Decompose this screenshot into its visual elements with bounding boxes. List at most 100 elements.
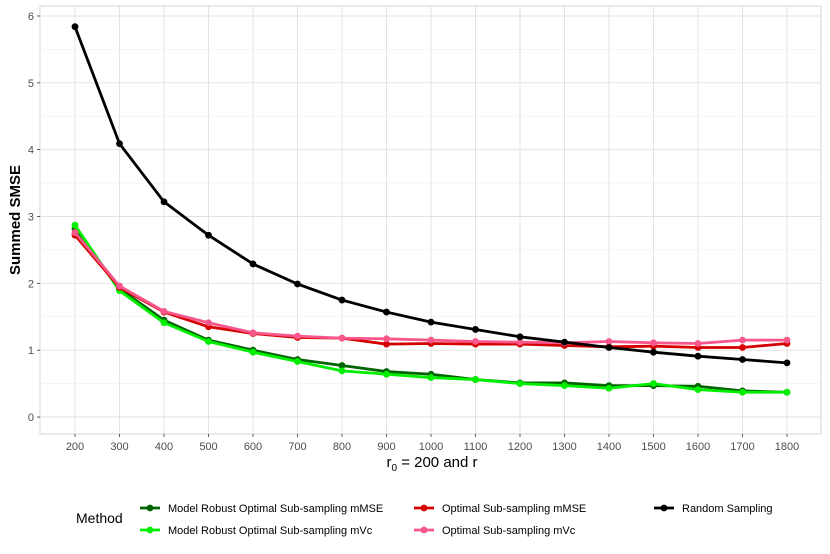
legend-title: Method bbox=[76, 510, 123, 526]
x-tick-label: 1600 bbox=[686, 441, 710, 453]
data-point bbox=[71, 221, 79, 229]
legend-key-point bbox=[420, 504, 428, 512]
panel-background bbox=[39, 5, 822, 435]
x-tick-label: 700 bbox=[288, 441, 306, 453]
legend-label: Optimal Sub-sampling mMSE bbox=[442, 503, 586, 515]
data-point bbox=[205, 319, 212, 327]
data-point bbox=[427, 318, 435, 326]
data-point bbox=[383, 340, 390, 348]
data-point bbox=[694, 386, 702, 393]
data-point bbox=[383, 370, 390, 378]
y-tick-label: 3 bbox=[28, 212, 34, 224]
x-tick-label: 1400 bbox=[597, 441, 621, 453]
y-tick-label: 4 bbox=[28, 145, 34, 157]
y-tick-label: 5 bbox=[28, 78, 34, 90]
data-point bbox=[694, 352, 702, 360]
x-axis-ticks: 200 300 400 500 600 700 800 900 1000 1100 1200 1300… bbox=[66, 434, 799, 453]
data-point bbox=[116, 140, 123, 148]
data-point bbox=[249, 348, 257, 356]
data-point bbox=[650, 339, 657, 347]
y-axis-ticks: 0 1 2 3 4 5 6 bbox=[28, 11, 40, 424]
data-point bbox=[427, 336, 435, 344]
x-tick-label: 1300 bbox=[552, 441, 576, 453]
legend-label: Model Robust Optimal Sub-sampling mMSE bbox=[168, 503, 383, 515]
x-tick-label: 1500 bbox=[641, 441, 665, 453]
data-point bbox=[472, 376, 479, 383]
x-tick-label: 1100 bbox=[464, 441, 488, 453]
legend-key-point bbox=[420, 526, 428, 534]
data-point bbox=[605, 338, 613, 345]
legend-label: Random Sampling bbox=[682, 503, 773, 515]
data-point bbox=[338, 296, 346, 304]
legend-item: Random Sampling bbox=[654, 503, 773, 515]
data-point bbox=[694, 340, 702, 347]
legend-item: Model Robust Optimal Sub-sampling mVc bbox=[140, 525, 373, 537]
data-point bbox=[71, 23, 79, 31]
y-tick-label: 6 bbox=[28, 11, 34, 23]
x-axis-title-main: r bbox=[386, 454, 391, 471]
x-tick-label: 500 bbox=[199, 441, 217, 453]
x-tick-label: 1000 bbox=[419, 441, 443, 453]
x-axis-title-rest: = 200 and r bbox=[397, 454, 477, 471]
x-tick-label: 200 bbox=[66, 441, 84, 453]
data-point bbox=[116, 282, 123, 290]
data-point bbox=[739, 388, 746, 396]
x-axis-title-subscript: 0 bbox=[391, 463, 397, 474]
legend-item: Optimal Sub-sampling mVc bbox=[414, 525, 576, 537]
data-point bbox=[650, 380, 657, 387]
x-axis-title: r0 = 200 and r bbox=[386, 454, 477, 474]
legend-label: Model Robust Optimal Sub-sampling mVc bbox=[168, 525, 373, 537]
x-tick-label: 400 bbox=[155, 441, 173, 453]
data-point bbox=[205, 231, 212, 239]
data-point bbox=[605, 384, 613, 392]
x-tick-label: 300 bbox=[110, 441, 128, 453]
data-point bbox=[605, 344, 613, 351]
series-layer bbox=[71, 23, 791, 396]
y-tick-label: 2 bbox=[28, 278, 34, 290]
legend-item: Model Robust Optimal Sub-sampling mMSE bbox=[140, 503, 383, 515]
data-point bbox=[783, 388, 791, 396]
data-point bbox=[516, 338, 524, 346]
data-point bbox=[249, 329, 257, 337]
data-point bbox=[383, 335, 390, 343]
data-point bbox=[160, 198, 168, 206]
data-point bbox=[516, 333, 524, 341]
data-point bbox=[160, 319, 168, 327]
grid-lines bbox=[40, 6, 821, 434]
data-point bbox=[338, 334, 346, 342]
x-tick-label: 600 bbox=[244, 441, 262, 453]
data-point bbox=[472, 338, 479, 345]
data-point bbox=[205, 338, 212, 345]
y-tick-label: 0 bbox=[28, 412, 34, 424]
data-point bbox=[338, 362, 346, 369]
data-point bbox=[383, 308, 390, 316]
x-tick-label: 1200 bbox=[508, 441, 532, 453]
data-point bbox=[783, 336, 791, 344]
data-point bbox=[783, 359, 791, 367]
data-point bbox=[472, 326, 479, 333]
legend-key-point bbox=[146, 526, 154, 534]
data-point bbox=[561, 338, 568, 346]
data-point bbox=[249, 260, 257, 268]
x-tick-label: 1700 bbox=[730, 441, 754, 453]
data-point bbox=[294, 358, 301, 365]
data-point bbox=[561, 382, 568, 389]
x-tick-label: 900 bbox=[377, 441, 395, 453]
data-point bbox=[338, 367, 346, 375]
series-random-sampling bbox=[71, 23, 791, 367]
data-point bbox=[739, 336, 746, 344]
data-point bbox=[739, 356, 746, 363]
series-model-robust-optimal-sub-sampling-mvc bbox=[71, 221, 791, 396]
legend: Method Model Robust Optimal Sub-sampling… bbox=[76, 503, 773, 537]
data-point bbox=[160, 308, 168, 315]
legend-label: Optimal Sub-sampling mVc bbox=[442, 525, 576, 537]
data-point bbox=[294, 280, 301, 288]
data-point bbox=[516, 380, 524, 387]
data-point bbox=[294, 332, 301, 340]
y-tick-label: 1 bbox=[28, 345, 34, 357]
data-point bbox=[739, 344, 746, 351]
legend-key-point bbox=[660, 504, 668, 512]
data-point bbox=[427, 374, 435, 381]
y-axis-title: Summed SMSE bbox=[7, 165, 24, 275]
